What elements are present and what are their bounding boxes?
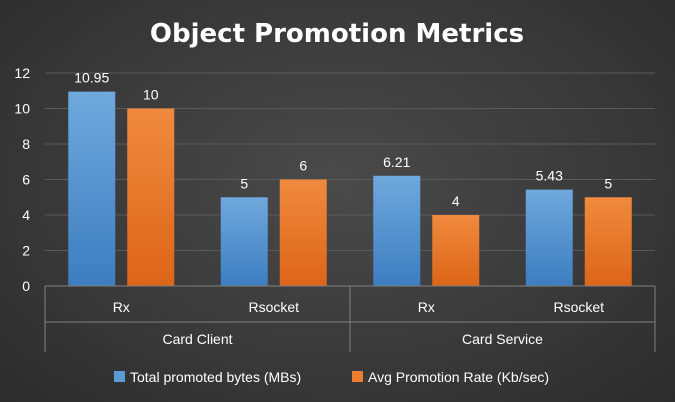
x-category-label: Rsocket <box>553 299 604 315</box>
y-tick-label: 2 <box>22 243 30 259</box>
bar <box>68 91 116 286</box>
y-tick-label: 4 <box>22 207 30 223</box>
data-label: 6.21 <box>383 154 410 170</box>
x-group-label: Card Service <box>462 331 543 347</box>
bar <box>373 175 421 286</box>
x-category-label: Rx <box>113 299 130 315</box>
data-label: 5 <box>240 175 248 191</box>
legend: Total promoted bytes (MBs) Avg Promotion … <box>114 369 549 385</box>
data-label: 5.43 <box>536 168 563 184</box>
bar <box>525 189 573 286</box>
legend-swatch <box>114 371 125 382</box>
chart-title: Object Promotion Metrics <box>150 19 524 49</box>
bar <box>432 215 480 286</box>
x-category-label: Rx <box>418 299 435 315</box>
x-axis: Rx Rsocket Rx Rsocket Card Client Card Servic… <box>44 285 656 352</box>
x-group-label: Card Client <box>162 331 232 347</box>
legend-label: Total promoted bytes (MBs) <box>130 369 301 385</box>
data-label: 6 <box>299 158 307 174</box>
y-tick-label: 12 <box>14 65 30 81</box>
x-category-label: Rsocket <box>248 299 299 315</box>
data-label: 10.95 <box>74 70 109 86</box>
y-tick-label: 6 <box>22 172 30 188</box>
data-label: 5 <box>604 175 612 191</box>
bars <box>68 91 632 286</box>
bar <box>127 108 175 286</box>
data-labels: 10.95 10 5 6 6.21 4 5.43 5 <box>74 70 612 209</box>
bar <box>279 179 327 286</box>
y-axis-ticks: 0 2 4 6 8 10 12 <box>14 65 30 294</box>
legend-label: Avg Promotion Rate (Kb/sec) <box>368 369 549 385</box>
data-label: 10 <box>143 87 159 103</box>
y-tick-label: 0 <box>22 278 30 294</box>
y-tick-label: 8 <box>22 136 30 152</box>
data-label: 4 <box>452 193 460 209</box>
y-tick-label: 10 <box>14 101 30 117</box>
legend-swatch <box>352 371 363 382</box>
bar <box>220 197 268 286</box>
bar <box>584 197 632 286</box>
